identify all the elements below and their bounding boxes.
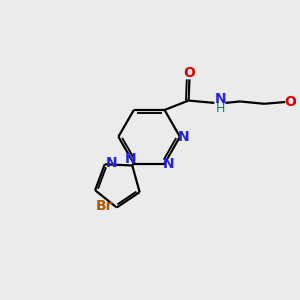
- Text: N: N: [125, 152, 136, 166]
- Text: N: N: [178, 130, 190, 144]
- Text: N: N: [105, 156, 117, 170]
- Text: N: N: [163, 157, 175, 170]
- Text: O: O: [284, 95, 296, 109]
- Text: N: N: [214, 92, 226, 106]
- Text: O: O: [184, 66, 195, 80]
- Text: H: H: [215, 102, 225, 115]
- Text: Br: Br: [96, 199, 113, 213]
